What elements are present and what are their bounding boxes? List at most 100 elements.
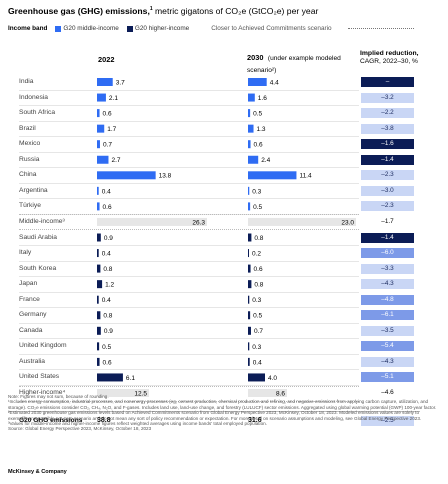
row-separator bbox=[19, 385, 359, 387]
legend-item-higher: G20 higher-income bbox=[126, 25, 189, 32]
header-2030-note: (under example modeled scenario²) bbox=[247, 55, 341, 74]
bar-2022 bbox=[97, 264, 101, 273]
value-label-2030: 0.3 bbox=[252, 188, 261, 195]
title-sup: 1 bbox=[149, 6, 153, 13]
implied-reduction-cell: –3.2 bbox=[361, 92, 414, 103]
bar-2022 bbox=[97, 109, 100, 118]
row-label: Brazil bbox=[19, 124, 36, 132]
header-2030-block: 2030 (under example modeled scenario²) bbox=[247, 52, 352, 75]
bar-2022 bbox=[97, 295, 99, 304]
legend-item-middle: G20 middle-income bbox=[55, 25, 119, 32]
row-label: Higher-income⁴ bbox=[19, 389, 66, 396]
row-separator bbox=[19, 322, 359, 324]
bar-2022 bbox=[97, 124, 105, 133]
value-label-2030: 0.2 bbox=[252, 250, 261, 257]
value-label-2022: 0.6 bbox=[103, 204, 112, 211]
bar-2030 bbox=[248, 186, 250, 195]
value-label-2022: 6.1 bbox=[126, 375, 135, 382]
legend-middle-text: G20 middle-income bbox=[63, 25, 119, 32]
row-label: Italy bbox=[19, 249, 32, 257]
bar-2030 bbox=[248, 342, 250, 351]
value-label-2030: 0.6 bbox=[254, 266, 263, 273]
implied-reduction-cell: –5.1 bbox=[361, 372, 414, 383]
bar-2030 bbox=[248, 217, 356, 226]
bar-2030 bbox=[248, 109, 251, 118]
bar-2022 bbox=[97, 217, 207, 226]
implied-reduction-cell: –2.3 bbox=[361, 201, 414, 212]
row-label: Türkiye bbox=[19, 202, 41, 210]
implied-reduction-cell: –3.0 bbox=[361, 185, 414, 196]
footer-brand: McKinsey & Company bbox=[8, 469, 67, 475]
bar-2030 bbox=[248, 249, 249, 258]
row-label: South Africa bbox=[19, 109, 56, 117]
value-label-2022: 0.7 bbox=[103, 142, 112, 149]
row-separator bbox=[19, 182, 359, 184]
row-separator bbox=[19, 105, 359, 107]
implied-reduction-cell: –1.4 bbox=[361, 154, 414, 165]
implied-reduction-cell: –6.1 bbox=[361, 310, 414, 321]
value-label-2030: 8.6 bbox=[276, 390, 285, 397]
bar-2022 bbox=[97, 233, 101, 242]
value-label-2030: 0.5 bbox=[253, 313, 262, 320]
bar-2022 bbox=[97, 186, 99, 195]
total-separator bbox=[8, 410, 420, 412]
value-label-2022: 0.9 bbox=[104, 235, 113, 242]
implied-reduction-cell: –4.6 bbox=[361, 388, 414, 398]
row-label: South Korea bbox=[19, 264, 57, 272]
implied-reduction-cell: –4.8 bbox=[361, 294, 414, 305]
bar-2030 bbox=[248, 124, 254, 133]
chart-title: Greenhouse gas (GHG) emissions,1 metric … bbox=[8, 6, 318, 16]
bar-2030 bbox=[248, 93, 255, 102]
row-separator bbox=[19, 291, 359, 293]
row-separator bbox=[19, 353, 359, 355]
bar-2022 bbox=[97, 155, 109, 164]
implied-reduction-cell: –4.3 bbox=[361, 356, 414, 367]
implied-reduction-cell: –1.7 bbox=[361, 216, 414, 227]
bar-2030 bbox=[248, 373, 265, 382]
total-2022: 38.8 bbox=[97, 416, 111, 424]
row-label: Russia bbox=[19, 155, 40, 163]
bar-2030 bbox=[248, 280, 252, 289]
bar-2030 bbox=[248, 389, 287, 397]
bar-2030 bbox=[248, 233, 252, 242]
value-label-2022: 2.7 bbox=[111, 157, 120, 164]
value-label-2022: 12.5 bbox=[134, 390, 147, 397]
value-label-2022: 0.9 bbox=[104, 328, 113, 335]
header-2022: 2022 bbox=[98, 55, 115, 64]
value-label-2030: 4.0 bbox=[268, 375, 277, 382]
implied-reduction-cell: –1.6 bbox=[361, 139, 414, 150]
implied-reduction-cell: –3.8 bbox=[361, 123, 414, 134]
bar-2030 bbox=[248, 326, 251, 335]
value-label-2030: 23.0 bbox=[341, 219, 354, 226]
legend-swatch-middle bbox=[55, 25, 62, 32]
bar-2022 bbox=[97, 93, 106, 102]
note-4: Source: Global Energy Perspective 2023, … bbox=[8, 426, 152, 432]
total-label: G20 GHG emissions bbox=[19, 416, 83, 424]
bar-2030 bbox=[248, 78, 267, 86]
implied-sub: CAGR, 2022–30, % bbox=[360, 58, 418, 65]
total-implied-cell: –2.5 bbox=[361, 415, 414, 426]
value-label-2030: 0.7 bbox=[254, 328, 263, 335]
implied-reduction-cell: – bbox=[361, 77, 414, 87]
row-label: Mexico bbox=[19, 140, 41, 148]
bar-2022 bbox=[97, 311, 101, 320]
note-0: Note: Figures may not sum, because of ro… bbox=[8, 394, 109, 399]
row-separator bbox=[19, 384, 359, 386]
value-label-2022: 0.5 bbox=[102, 344, 111, 351]
value-label-2022: 1.2 bbox=[105, 282, 114, 289]
value-label-2022: 0.4 bbox=[102, 250, 111, 257]
row-separator bbox=[19, 167, 359, 169]
bar-2022 bbox=[97, 171, 156, 180]
bar-2030 bbox=[248, 140, 251, 149]
implied-reduction-cell: –2.3 bbox=[361, 170, 414, 181]
legend-scenario: Closer to Achieved Commitments scenario bbox=[211, 25, 332, 32]
row-separator bbox=[19, 214, 359, 216]
value-label-2022: 0.8 bbox=[103, 313, 112, 320]
implied-reduction-cell: –3.5 bbox=[361, 325, 414, 336]
legend-swatch-higher bbox=[126, 25, 133, 32]
row-separator bbox=[19, 120, 359, 122]
scenario-dotted-line bbox=[348, 28, 414, 29]
note-3: ³Values for middle-income and higher-inc… bbox=[8, 421, 267, 427]
bar-2022 bbox=[97, 373, 123, 382]
value-label-2030: 2.4 bbox=[261, 157, 270, 164]
